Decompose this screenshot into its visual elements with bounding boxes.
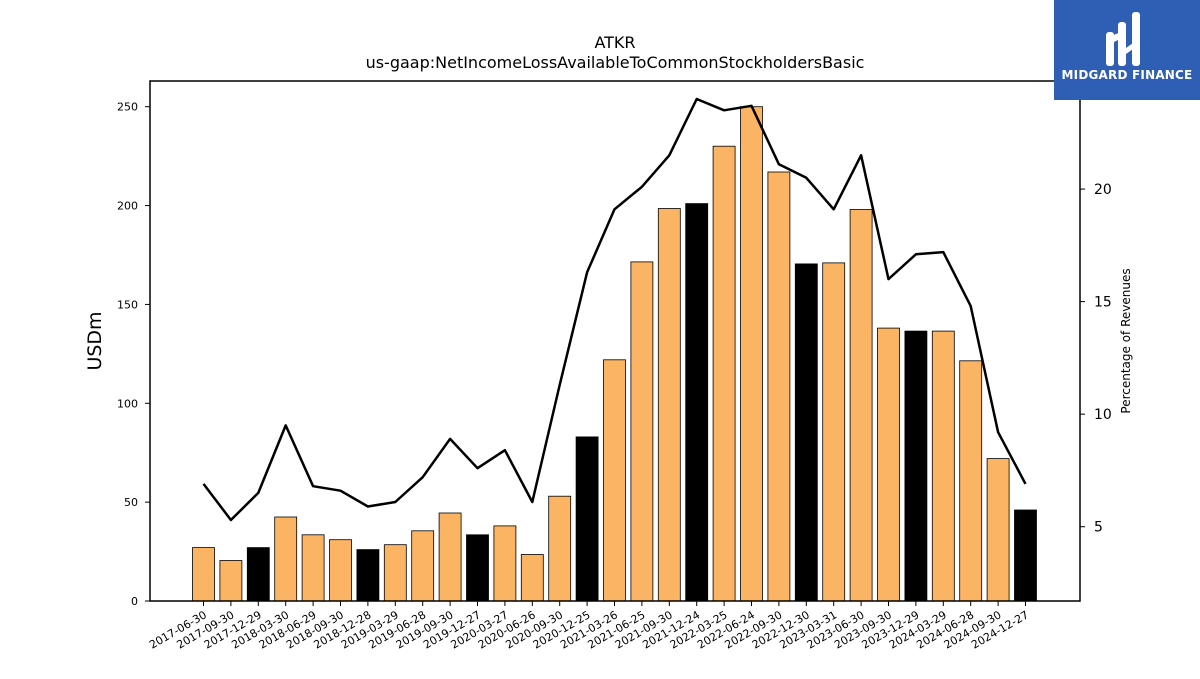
- bar: [493, 525, 517, 602]
- bar: [603, 359, 626, 602]
- bar: [959, 360, 983, 602]
- bar: [356, 549, 380, 602]
- y-tick-label: 150: [117, 298, 138, 311]
- y-tick-label: 200: [117, 200, 138, 213]
- bar: [548, 495, 572, 602]
- brand-logo: MIDGARD FINANCE: [1054, 0, 1200, 100]
- y-tick-label: 250: [117, 101, 138, 114]
- y-right-tick-label: 10: [1094, 407, 1112, 423]
- bars-group: [192, 106, 1037, 602]
- bar: [931, 330, 955, 602]
- y-tick-label: 50: [124, 496, 138, 509]
- bar: [740, 106, 763, 602]
- bar: [685, 203, 709, 602]
- y-right-tick-label: 15: [1094, 295, 1112, 311]
- bar: [822, 262, 846, 602]
- midgard-logo-icon: [1106, 12, 1140, 66]
- bar: [630, 261, 654, 602]
- bar: [301, 534, 325, 602]
- bar: [246, 547, 270, 602]
- bar: [904, 330, 928, 602]
- bar: [575, 436, 599, 602]
- line-group: [202, 97, 1027, 522]
- bar: [411, 530, 435, 602]
- bar: [466, 534, 489, 602]
- bar: [383, 544, 407, 602]
- bar: [274, 516, 298, 602]
- bar: [192, 547, 215, 602]
- bar: [1014, 509, 1037, 602]
- bar: [657, 208, 681, 602]
- bar: [877, 327, 900, 602]
- y-ticks-left: 0 50 100 150 200 250: [117, 101, 150, 608]
- bar: [329, 539, 352, 602]
- bar: [767, 171, 791, 602]
- bar: [712, 145, 736, 602]
- x-ticks: 2017-06-302017-09-302017-12-292018-03-30…: [147, 601, 1031, 652]
- y-tick-label: 0: [131, 595, 138, 608]
- y-axis-label: USDm: [84, 311, 106, 370]
- chart-title: ATKR: [594, 33, 635, 52]
- bar: [986, 458, 1010, 602]
- bar: [794, 263, 818, 602]
- bar: [219, 560, 243, 602]
- y-axis-label-right: Percentage of Revenues: [1119, 268, 1133, 413]
- series-line: [202, 97, 1027, 522]
- bar: [438, 512, 462, 602]
- y-ticks-right: 5 10 15 20: [1080, 182, 1112, 536]
- bar: [849, 209, 873, 602]
- bar: [520, 554, 544, 602]
- y-tick-label: 100: [117, 397, 138, 410]
- y-right-tick-label: 20: [1094, 182, 1112, 198]
- brand-name: MIDGARD FINANCE: [1061, 68, 1193, 82]
- chart-subtitle: us-gaap:NetIncomeLossAvailableToCommonSt…: [366, 53, 865, 72]
- y-right-tick-label: 5: [1094, 520, 1103, 536]
